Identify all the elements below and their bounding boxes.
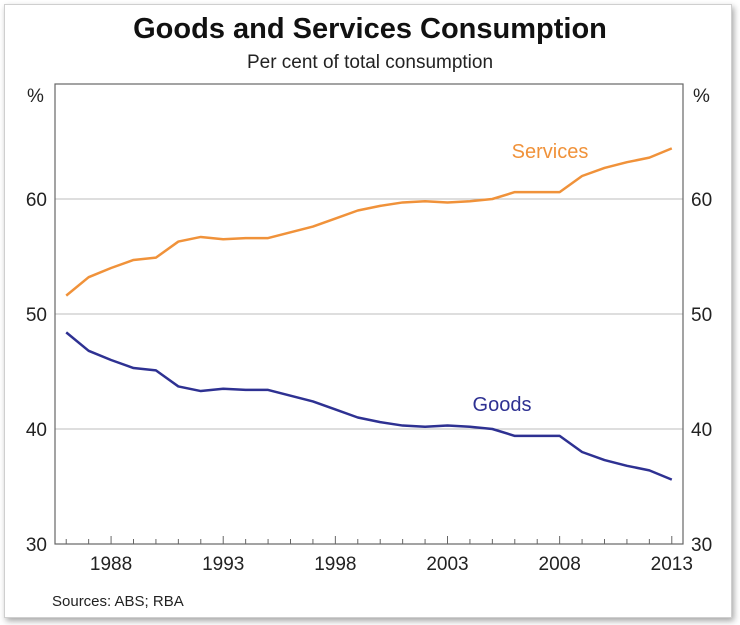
- y-tick-label-right: 50: [691, 305, 712, 326]
- y-tick-label-right: 60: [691, 190, 712, 211]
- y-axis-label-left: %: [27, 86, 44, 107]
- plot-border: [54, 83, 684, 545]
- chart-title: Goods and Services Consumption: [133, 13, 607, 45]
- y-tick-label-left: 50: [26, 305, 47, 326]
- y-tick-label-left: 30: [26, 535, 47, 556]
- x-tick-label: 2008: [539, 554, 581, 575]
- x-tick-label: 2013: [651, 554, 693, 575]
- series-line-goods: [65, 331, 673, 481]
- chart-frame: [4, 4, 732, 618]
- y-tick-label-left: 60: [26, 190, 47, 211]
- series-line-services: [65, 147, 673, 297]
- chart-subtitle: Per cent of total consumption: [247, 52, 493, 73]
- y-tick-label-right: 30: [691, 535, 712, 556]
- x-tick-label: 1988: [90, 554, 132, 575]
- series-label-services: Services: [512, 141, 589, 163]
- y-axis-label-right: %: [693, 86, 710, 107]
- y-tick-label-right: 40: [691, 420, 712, 441]
- series-label-goods: Goods: [473, 394, 532, 416]
- source-note: Sources: ABS; RBA: [52, 593, 184, 610]
- x-tick-label: 1998: [314, 554, 356, 575]
- x-tick-label: 2003: [426, 554, 468, 575]
- x-tick-label: 1993: [202, 554, 244, 575]
- y-tick-label-left: 40: [26, 420, 47, 441]
